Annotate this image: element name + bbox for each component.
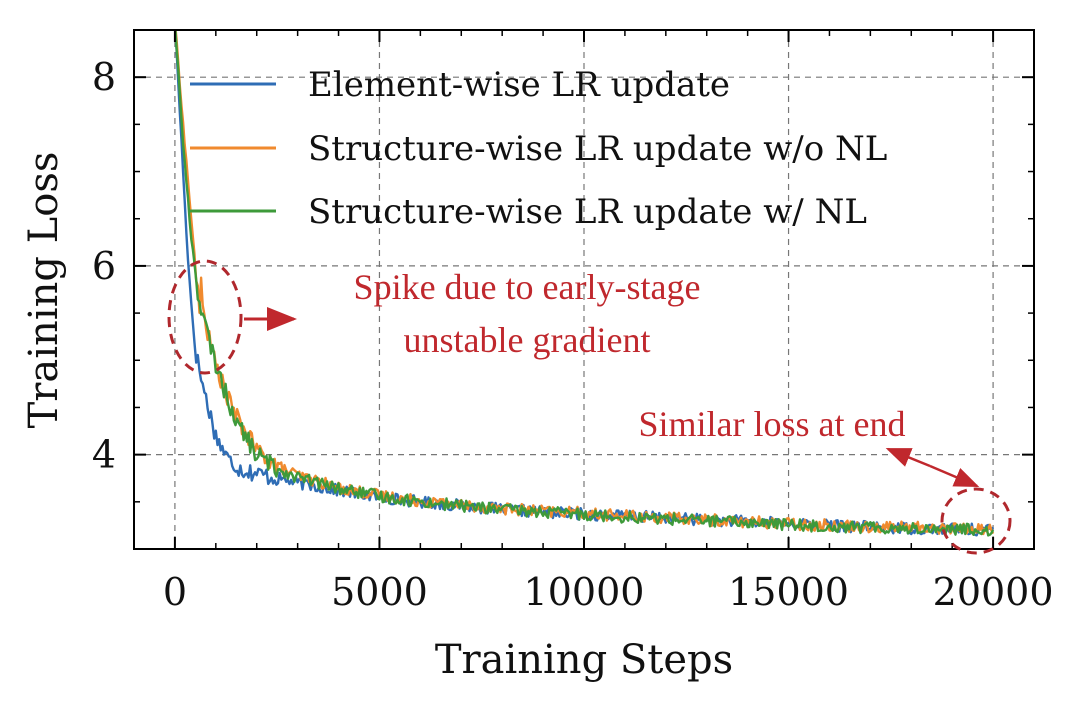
series-line-structure-wise-with-nl xyxy=(174,30,995,537)
end-arrow-left xyxy=(885,447,931,468)
x-tick-label: 10000 xyxy=(524,570,645,614)
x-tick-label: 20000 xyxy=(933,570,1054,614)
legend-label-structure-wise-with-nl: Structure-wise LR update w/ NL xyxy=(308,192,867,232)
grid xyxy=(134,30,1034,549)
x-tick-label: 0 xyxy=(163,570,187,614)
annotations: Spike due to early-stage unstable gradie… xyxy=(167,259,1012,555)
x-tick-label: 15000 xyxy=(728,570,849,614)
end-annotation-text: Similar loss at end xyxy=(639,404,906,444)
spike-highlight-ellipse xyxy=(167,259,243,375)
legend-label-element-wise: Element-wise LR update xyxy=(308,65,730,105)
y-tick-label: 4 xyxy=(92,433,116,477)
axis-ticks xyxy=(133,29,1035,549)
legend: Element-wise LR update Structure-wise LR … xyxy=(190,65,887,232)
tick-labels: 0 5000 10000 15000 20000 4 6 8 xyxy=(92,55,1054,614)
end-arrow-right xyxy=(929,464,980,488)
y-axis-label: Training Loss xyxy=(21,152,67,429)
spike-annotation-line-1: Spike due to early-stage xyxy=(354,267,701,307)
x-axis-label: Training Steps xyxy=(435,637,733,683)
series-lines xyxy=(174,30,995,537)
y-tick-label: 6 xyxy=(92,244,116,288)
y-tick-label: 8 xyxy=(92,55,116,99)
x-tick-label: 5000 xyxy=(331,570,428,614)
spike-annotation-line-2: unstable gradient xyxy=(404,320,651,360)
end-highlight-ellipse xyxy=(940,487,1012,555)
legend-label-structure-wise-without-nl: Structure-wise LR update w/o NL xyxy=(308,129,887,169)
